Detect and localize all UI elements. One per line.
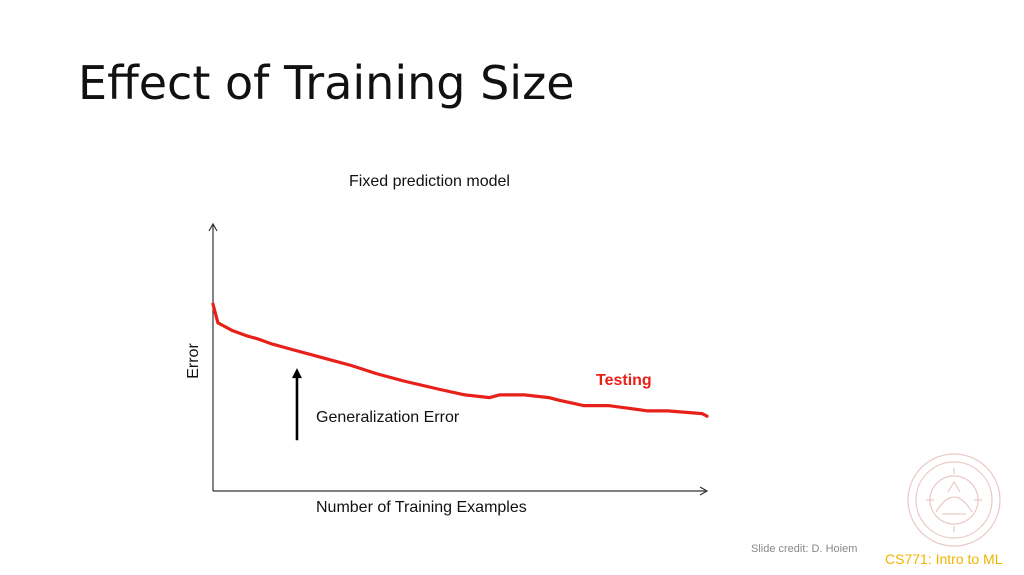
y-axis-label: Error xyxy=(184,343,202,379)
institute-seal-logo xyxy=(907,453,1001,547)
course-label: CS771: Intro to ML xyxy=(885,551,1003,567)
x-axis xyxy=(213,486,709,496)
series-layer xyxy=(211,302,709,418)
y-axis xyxy=(208,222,218,491)
generalization-error-arrow xyxy=(291,368,302,441)
series-line-testing xyxy=(211,302,709,418)
generalization-error-label: Generalization Error xyxy=(316,409,460,426)
slide-title: Effect of Training Size xyxy=(78,56,575,110)
x-axis-label: Number of Training Examples xyxy=(316,499,527,516)
chart-title: Fixed prediction model xyxy=(349,173,510,190)
slide-credit: Slide credit: D. Hoiem xyxy=(751,543,858,555)
annotation-layer xyxy=(291,368,302,441)
series-label-testing: Testing xyxy=(596,372,652,389)
